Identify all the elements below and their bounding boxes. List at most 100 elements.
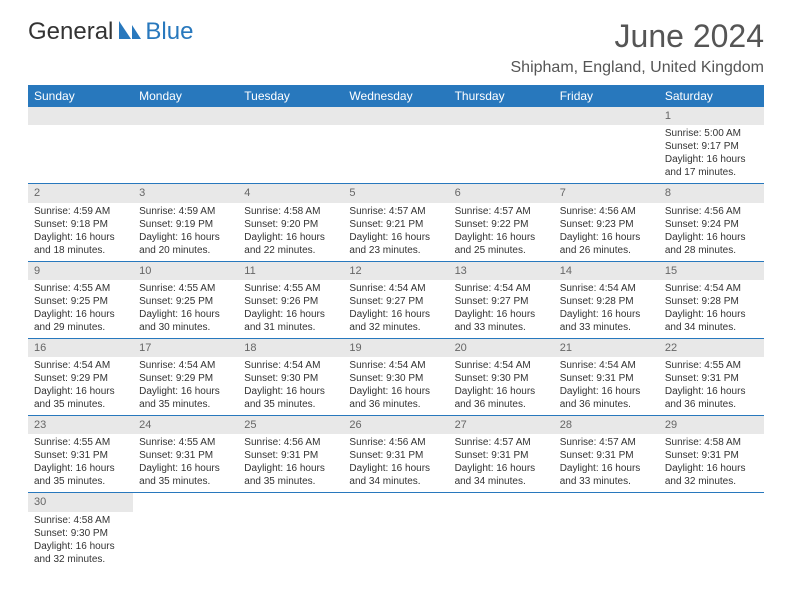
- day-number: 26: [343, 416, 448, 435]
- day-number: [133, 493, 238, 512]
- day-info: Sunrise: 5:00 AMSunset: 9:17 PMDaylight:…: [659, 125, 764, 184]
- day-info: Sunrise: 4:56 AMSunset: 9:31 PMDaylight:…: [238, 434, 343, 493]
- day-number: 4: [238, 184, 343, 203]
- day-info: Sunrise: 4:57 AMSunset: 9:21 PMDaylight:…: [343, 203, 448, 262]
- day-number: 6: [449, 184, 554, 203]
- day-info: [554, 512, 659, 570]
- day-number: 18: [238, 338, 343, 357]
- day-info: [133, 125, 238, 184]
- day-info: [343, 512, 448, 570]
- info-row: Sunrise: 4:58 AMSunset: 9:30 PMDaylight:…: [28, 512, 764, 570]
- day-number: 10: [133, 261, 238, 280]
- day-info: Sunrise: 4:56 AMSunset: 9:23 PMDaylight:…: [554, 203, 659, 262]
- day-number: 5: [343, 184, 448, 203]
- day-number: 28: [554, 416, 659, 435]
- day-number: [28, 107, 133, 125]
- day-info: Sunrise: 4:54 AMSunset: 9:27 PMDaylight:…: [343, 280, 448, 339]
- info-row: Sunrise: 4:59 AMSunset: 9:18 PMDaylight:…: [28, 203, 764, 262]
- info-row: Sunrise: 4:55 AMSunset: 9:25 PMDaylight:…: [28, 280, 764, 339]
- day-number: [449, 107, 554, 125]
- day-header: Saturday: [659, 85, 764, 107]
- day-number: [554, 493, 659, 512]
- day-info: Sunrise: 4:58 AMSunset: 9:31 PMDaylight:…: [659, 434, 764, 493]
- day-info: Sunrise: 4:56 AMSunset: 9:24 PMDaylight:…: [659, 203, 764, 262]
- location: Shipham, England, United Kingdom: [511, 59, 765, 77]
- day-number: [343, 493, 448, 512]
- header: General Blue June 2024 Shipham, England,…: [28, 18, 764, 77]
- day-number: 25: [238, 416, 343, 435]
- day-info: [659, 512, 764, 570]
- daynum-row: 16171819202122: [28, 338, 764, 357]
- day-number: 20: [449, 338, 554, 357]
- day-info: Sunrise: 4:57 AMSunset: 9:31 PMDaylight:…: [554, 434, 659, 493]
- title-block: June 2024 Shipham, England, United Kingd…: [511, 18, 765, 77]
- day-info: Sunrise: 4:57 AMSunset: 9:22 PMDaylight:…: [449, 203, 554, 262]
- day-number: 1: [659, 107, 764, 125]
- day-info: Sunrise: 4:58 AMSunset: 9:30 PMDaylight:…: [28, 512, 133, 570]
- day-info: Sunrise: 4:54 AMSunset: 9:30 PMDaylight:…: [238, 357, 343, 416]
- day-number: 14: [554, 261, 659, 280]
- day-number: 7: [554, 184, 659, 203]
- month-title: June 2024: [511, 18, 765, 55]
- day-info: Sunrise: 4:54 AMSunset: 9:28 PMDaylight:…: [659, 280, 764, 339]
- info-row: Sunrise: 4:54 AMSunset: 9:29 PMDaylight:…: [28, 357, 764, 416]
- day-info: Sunrise: 4:55 AMSunset: 9:26 PMDaylight:…: [238, 280, 343, 339]
- day-info: Sunrise: 4:59 AMSunset: 9:18 PMDaylight:…: [28, 203, 133, 262]
- day-info: Sunrise: 4:54 AMSunset: 9:30 PMDaylight:…: [449, 357, 554, 416]
- day-info: Sunrise: 4:55 AMSunset: 9:31 PMDaylight:…: [133, 434, 238, 493]
- day-number: 30: [28, 493, 133, 512]
- day-number: [449, 493, 554, 512]
- day-info: [238, 125, 343, 184]
- day-number: 24: [133, 416, 238, 435]
- day-info: Sunrise: 4:57 AMSunset: 9:31 PMDaylight:…: [449, 434, 554, 493]
- day-number: 27: [449, 416, 554, 435]
- logo-text-blue: Blue: [145, 18, 193, 46]
- day-info: [449, 512, 554, 570]
- day-info: Sunrise: 4:59 AMSunset: 9:19 PMDaylight:…: [133, 203, 238, 262]
- sail-icon: [117, 19, 143, 46]
- day-info: Sunrise: 4:55 AMSunset: 9:25 PMDaylight:…: [28, 280, 133, 339]
- daynum-row: 30: [28, 493, 764, 512]
- day-number: 9: [28, 261, 133, 280]
- day-number: 19: [343, 338, 448, 357]
- day-info: Sunrise: 4:55 AMSunset: 9:25 PMDaylight:…: [133, 280, 238, 339]
- day-info: Sunrise: 4:54 AMSunset: 9:29 PMDaylight:…: [28, 357, 133, 416]
- day-number: 13: [449, 261, 554, 280]
- day-number: 12: [343, 261, 448, 280]
- info-row: Sunrise: 4:55 AMSunset: 9:31 PMDaylight:…: [28, 434, 764, 493]
- daynum-row: 1: [28, 107, 764, 125]
- day-number: [133, 107, 238, 125]
- day-info: Sunrise: 4:55 AMSunset: 9:31 PMDaylight:…: [659, 357, 764, 416]
- daynum-row: 9101112131415: [28, 261, 764, 280]
- day-header-row: SundayMondayTuesdayWednesdayThursdayFrid…: [28, 85, 764, 107]
- day-info: Sunrise: 4:54 AMSunset: 9:29 PMDaylight:…: [133, 357, 238, 416]
- day-header: Tuesday: [238, 85, 343, 107]
- day-number: 8: [659, 184, 764, 203]
- calendar-table: SundayMondayTuesdayWednesdayThursdayFrid…: [28, 85, 764, 570]
- day-header: Sunday: [28, 85, 133, 107]
- day-info: Sunrise: 4:54 AMSunset: 9:31 PMDaylight:…: [554, 357, 659, 416]
- day-number: 11: [238, 261, 343, 280]
- logo-text-general: General: [28, 18, 113, 46]
- day-info: [449, 125, 554, 184]
- day-number: [659, 493, 764, 512]
- day-number: 22: [659, 338, 764, 357]
- day-header: Thursday: [449, 85, 554, 107]
- day-number: [343, 107, 448, 125]
- daynum-row: 2345678: [28, 184, 764, 203]
- daynum-row: 23242526272829: [28, 416, 764, 435]
- day-header: Monday: [133, 85, 238, 107]
- day-header: Friday: [554, 85, 659, 107]
- day-number: 2: [28, 184, 133, 203]
- day-number: [238, 107, 343, 125]
- day-number: 17: [133, 338, 238, 357]
- info-row: Sunrise: 5:00 AMSunset: 9:17 PMDaylight:…: [28, 125, 764, 184]
- day-info: Sunrise: 4:55 AMSunset: 9:31 PMDaylight:…: [28, 434, 133, 493]
- day-number: 16: [28, 338, 133, 357]
- day-info: Sunrise: 4:56 AMSunset: 9:31 PMDaylight:…: [343, 434, 448, 493]
- day-number: 23: [28, 416, 133, 435]
- day-header: Wednesday: [343, 85, 448, 107]
- day-info: Sunrise: 4:54 AMSunset: 9:30 PMDaylight:…: [343, 357, 448, 416]
- day-info: Sunrise: 4:58 AMSunset: 9:20 PMDaylight:…: [238, 203, 343, 262]
- day-info: [238, 512, 343, 570]
